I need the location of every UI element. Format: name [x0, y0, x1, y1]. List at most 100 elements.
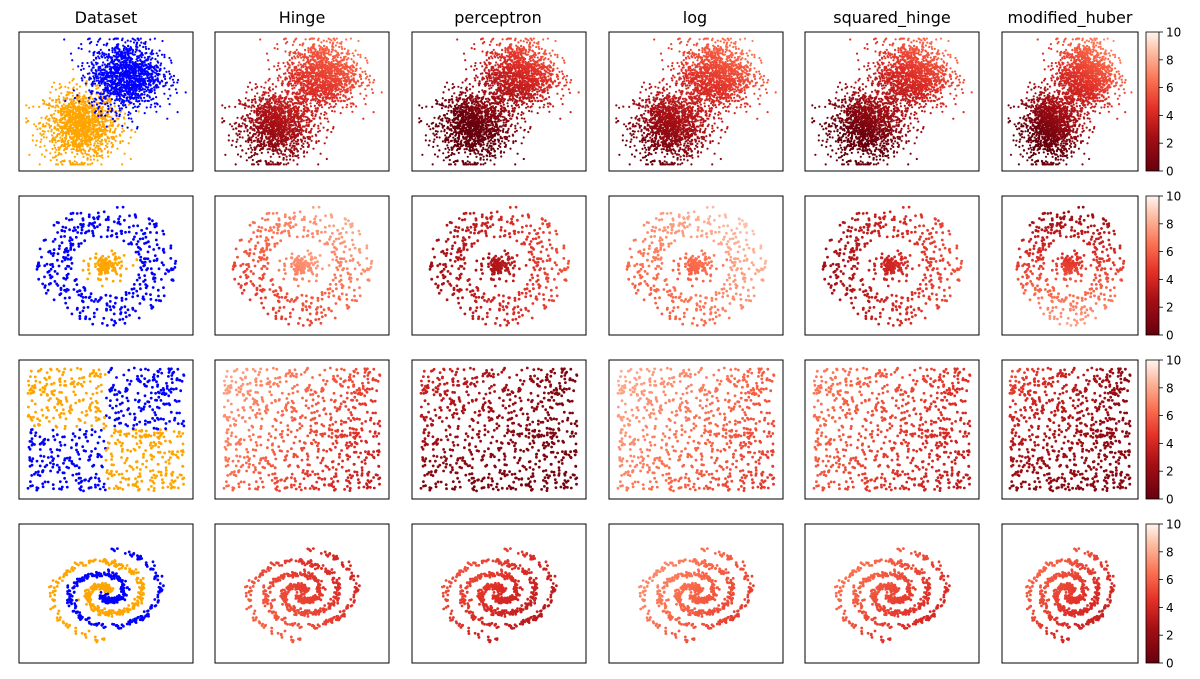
scatter-point — [132, 92, 134, 94]
scatter-point — [141, 56, 143, 58]
scatter-point — [42, 123, 44, 125]
scatter-point — [106, 83, 108, 85]
column-titles: Dataset Hinge perceptron log squared_hin… — [75, 8, 1133, 28]
scatter-point — [93, 78, 95, 80]
scatter-point — [74, 160, 76, 162]
scatter-point — [91, 70, 93, 72]
scatter-point — [293, 87, 295, 89]
scatter-point — [46, 136, 48, 138]
scatter-point — [255, 137, 257, 139]
scatter-point — [145, 77, 147, 79]
scatter-point — [41, 153, 43, 155]
scatter-point — [63, 96, 65, 98]
scatter-point — [45, 103, 47, 105]
scatter-point — [270, 156, 272, 158]
scatter-point — [107, 105, 109, 107]
scatter-point — [84, 108, 86, 110]
scatter-point — [132, 38, 134, 40]
scatter-point — [138, 57, 140, 59]
scatter-point — [79, 98, 81, 100]
scatter-point — [116, 44, 118, 46]
scatter-point — [109, 69, 111, 71]
scatter-point — [81, 162, 83, 164]
scatter-point — [57, 106, 59, 108]
scatter-point — [119, 109, 121, 111]
scatter-point — [42, 99, 44, 101]
scatter-point — [133, 41, 135, 43]
scatter-point — [152, 78, 154, 80]
scatter-point — [128, 61, 130, 63]
scatter-point — [285, 133, 287, 135]
scatter-point — [69, 92, 71, 94]
scatter-point — [116, 72, 118, 74]
scatter-point — [41, 134, 43, 136]
scatter-point — [56, 135, 58, 137]
scatter-point — [239, 136, 241, 138]
scatter-point — [156, 52, 158, 54]
scatter-point — [140, 85, 142, 87]
scatter-point — [119, 96, 121, 98]
scatter-point — [82, 156, 84, 158]
scatter-point — [96, 84, 98, 86]
scatter-point — [118, 89, 120, 91]
scatter-point — [143, 91, 145, 93]
scatter-point — [88, 112, 90, 114]
scatter-point — [25, 104, 27, 106]
scatter-point — [64, 86, 66, 88]
scatter-point — [151, 49, 153, 51]
scatter-point — [142, 81, 144, 83]
scatter-point — [138, 90, 140, 92]
scatter-point — [112, 118, 114, 120]
scatter-point — [85, 91, 87, 93]
scatter-point — [104, 128, 106, 130]
scatter-point — [115, 140, 117, 142]
scatter-point — [51, 106, 53, 108]
scatter-point — [71, 103, 73, 105]
scatter-point — [177, 111, 179, 113]
scatter-point — [85, 125, 87, 127]
scatter-point — [133, 64, 135, 66]
scatter-point — [247, 134, 249, 136]
scatter-point — [138, 50, 140, 52]
scatter-point — [59, 137, 61, 139]
scatter-point — [75, 102, 77, 104]
scatter-point — [68, 117, 70, 119]
scatter-point — [110, 81, 112, 83]
scatter-point — [68, 133, 70, 135]
scatter-point — [83, 68, 85, 70]
scatter-point — [78, 92, 80, 94]
scatter-point — [32, 106, 34, 108]
scatter-point — [72, 95, 74, 97]
scatter-point — [94, 130, 96, 132]
scatter-point — [126, 83, 128, 85]
scatter-point — [136, 42, 138, 44]
scatter-point — [172, 79, 174, 81]
scatter-point — [57, 154, 59, 156]
scatter-point — [107, 152, 109, 154]
scatter-point — [87, 157, 89, 159]
scatter-point — [70, 125, 72, 127]
scatter-point — [137, 60, 139, 62]
scatter-point — [134, 131, 136, 133]
scatter-point — [44, 145, 46, 147]
scatter-point — [70, 163, 72, 165]
scatter-point — [68, 160, 70, 162]
scatter-point — [101, 121, 103, 123]
scatter-point — [124, 61, 126, 63]
scatter-point — [57, 98, 59, 100]
scatter-point — [113, 136, 115, 138]
scatter-point — [90, 129, 92, 131]
scatter-point — [91, 63, 93, 65]
scatter-point — [160, 62, 162, 64]
scatter-point — [128, 94, 130, 96]
scatter-point — [132, 49, 134, 51]
scatter-point — [128, 75, 130, 77]
scatter-point — [136, 63, 138, 65]
scatter-point — [111, 108, 113, 110]
scatter-point — [141, 64, 143, 66]
scatter-point — [113, 67, 115, 69]
scatter-point — [129, 79, 131, 81]
scatter-point — [77, 65, 79, 67]
scatter-point — [95, 124, 97, 126]
scatter-point — [127, 57, 129, 59]
